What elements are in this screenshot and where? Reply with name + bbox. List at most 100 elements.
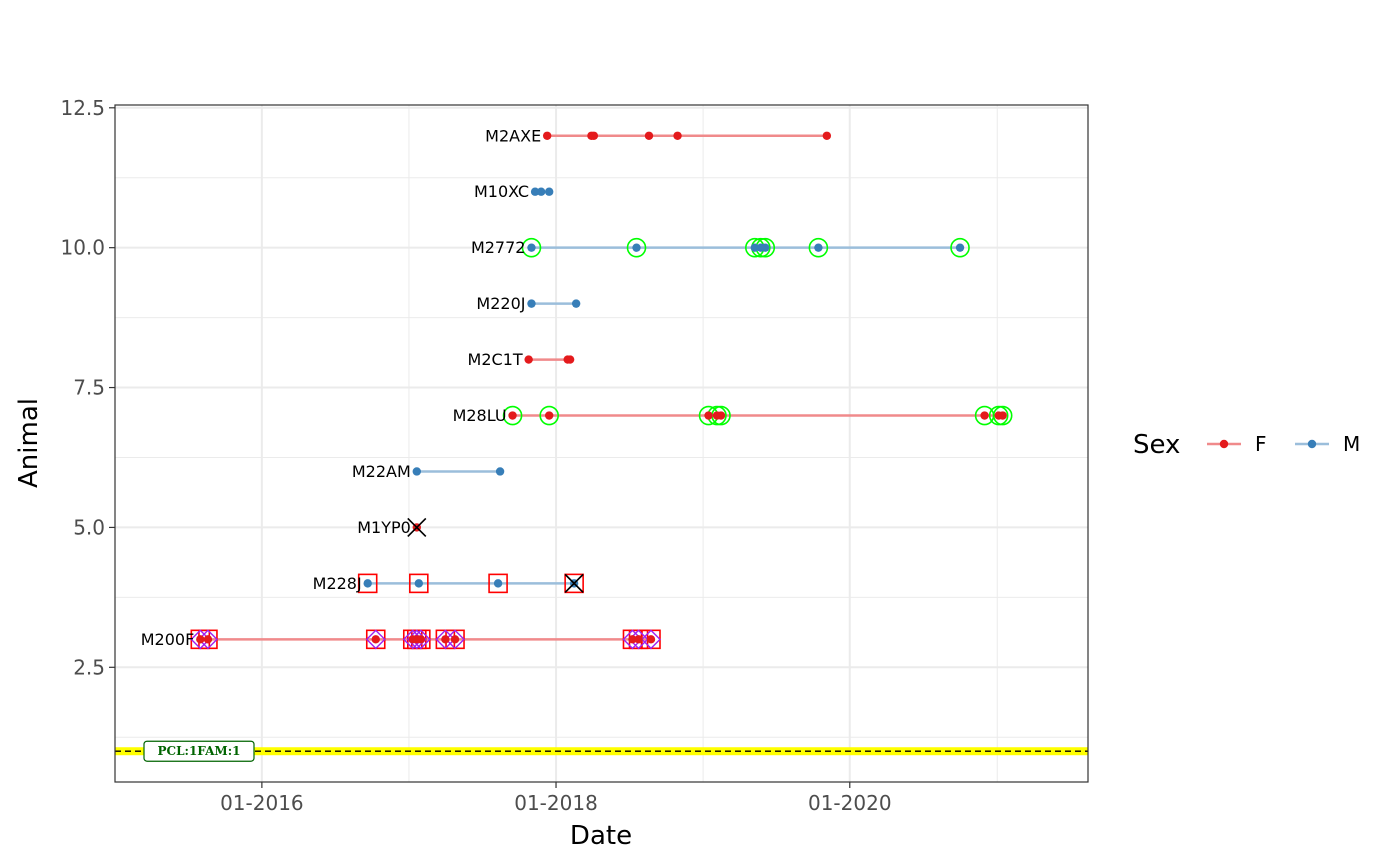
x-axis-title: Date	[570, 821, 632, 851]
data-point	[527, 299, 536, 308]
series-m2772: M2772	[471, 237, 970, 258]
red-square-marker	[564, 573, 584, 594]
data-point	[530, 187, 540, 196]
data-point	[544, 187, 554, 196]
data-point	[571, 299, 581, 308]
reference-label-box	[143, 740, 255, 762]
y-tick-label: 7.5	[73, 376, 105, 400]
green-circle-marker	[626, 237, 647, 258]
black-x-marker	[407, 517, 427, 537]
series-m228j: M228J	[313, 573, 584, 594]
legend-key-point	[1307, 439, 1317, 449]
plot-panel	[115, 105, 1088, 782]
data-point	[508, 411, 517, 420]
data-point	[589, 131, 599, 140]
data-point	[371, 635, 380, 644]
data-point	[414, 579, 424, 588]
data-point	[363, 579, 372, 588]
data-point	[412, 467, 421, 476]
series-m1yp0: M1YP0	[357, 517, 427, 537]
data-point	[493, 579, 503, 588]
data-point	[495, 467, 505, 476]
black-x-marker	[564, 573, 584, 593]
legend-label: M	[1343, 432, 1360, 456]
animal-label: M1YP0	[357, 518, 411, 537]
animal-label: M200F	[141, 630, 195, 649]
animal-label: M10XC	[474, 182, 529, 201]
x-tick-label: 01-2016	[220, 791, 304, 815]
animal-label: M22AM	[352, 462, 411, 481]
data-point	[704, 411, 713, 420]
legend-label: F	[1255, 432, 1267, 456]
animal-label: M28LU	[453, 406, 507, 425]
data-point	[634, 635, 643, 644]
reference-band	[115, 747, 1088, 756]
y-tick-label: 5.0	[73, 515, 105, 539]
data-point	[644, 131, 654, 140]
data-point	[524, 355, 533, 364]
x-tick-label: 01-2020	[808, 791, 892, 815]
series-m200f: M200F	[141, 629, 661, 650]
data-point	[628, 635, 637, 644]
data-point	[761, 243, 770, 252]
legend-title: Sex	[1133, 430, 1180, 460]
data-point	[416, 635, 426, 644]
legend: Sex F M	[1133, 430, 1360, 460]
purple-diamond-marker	[641, 629, 661, 650]
series-m10xc: M10XC	[474, 182, 554, 201]
reference-label: PCL:1FAM:1	[158, 744, 241, 758]
y-axis-title: Animal	[14, 398, 44, 488]
animal-label: M220J	[476, 294, 525, 313]
red-square-marker	[409, 573, 429, 594]
data-point	[544, 411, 554, 420]
data-point	[536, 187, 546, 196]
plot-border	[114, 104, 1089, 783]
data-point	[814, 243, 823, 252]
green-circle-marker	[521, 237, 542, 258]
data-point	[542, 131, 552, 140]
purple-diamond-marker	[365, 629, 386, 650]
y-tick-label: 10.0	[60, 236, 105, 260]
green-circle-marker	[950, 237, 970, 258]
animal-label: M2AXE	[485, 126, 541, 145]
green-circle-marker	[988, 405, 1009, 426]
animal-label: M228J	[313, 574, 362, 593]
purple-diamond-marker	[435, 629, 456, 650]
red-square-marker	[357, 573, 378, 594]
data-point	[673, 131, 682, 140]
green-circle-marker	[808, 237, 829, 258]
series-m28lu: M28LU	[453, 405, 1013, 426]
data-point	[203, 635, 213, 644]
reference-line-group: PCL:1FAM:1	[115, 740, 1088, 762]
series-m2c1t: M2C1T	[468, 350, 575, 369]
data-point	[750, 243, 760, 252]
data-point	[450, 635, 460, 644]
legend-key-point	[1219, 439, 1229, 449]
series-m22am: M22AM	[352, 462, 505, 481]
x-tick-label: 01-2018	[514, 791, 598, 815]
animal-label: M2772	[471, 238, 526, 257]
data-point	[822, 131, 832, 140]
data-point	[998, 411, 1007, 420]
y-tick-label: 12.5	[60, 96, 105, 120]
grid-lines	[115, 105, 1088, 782]
data-point	[527, 243, 536, 252]
series-layer: M2AXE M10XC M2772 M220J M2C1T M28LU M22AM M1YP0…	[141, 126, 1013, 650]
data-point	[565, 355, 575, 364]
green-circle-marker	[539, 405, 559, 426]
data-point	[441, 635, 450, 644]
data-point	[632, 243, 641, 252]
red-square-marker	[488, 573, 508, 594]
green-circle-marker	[992, 405, 1013, 426]
green-circle-marker	[502, 405, 523, 426]
data-point	[955, 243, 965, 252]
series-m2axe: M2AXE	[485, 126, 832, 145]
purple-diamond-marker	[445, 629, 466, 650]
axes: 2.5 5.0 7.5 10.0 12.5 01-2016 01-2018 01-2020	[60, 96, 891, 815]
data-point	[980, 411, 989, 420]
data-point	[716, 411, 726, 420]
data-point	[196, 635, 205, 644]
data-point	[646, 635, 656, 644]
series-m220j: M220J	[476, 294, 581, 313]
